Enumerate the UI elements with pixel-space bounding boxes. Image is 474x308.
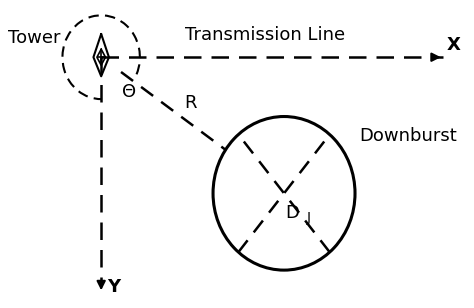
Text: D: D: [286, 204, 300, 221]
Text: Transmission Line: Transmission Line: [184, 26, 345, 43]
Text: Θ: Θ: [122, 83, 136, 101]
Text: Tower: Tower: [8, 29, 60, 47]
Text: J: J: [307, 211, 311, 225]
Text: R: R: [184, 94, 197, 112]
Text: Y: Y: [108, 278, 121, 296]
Text: Downburst: Downburst: [359, 127, 457, 145]
Text: X: X: [447, 36, 461, 54]
